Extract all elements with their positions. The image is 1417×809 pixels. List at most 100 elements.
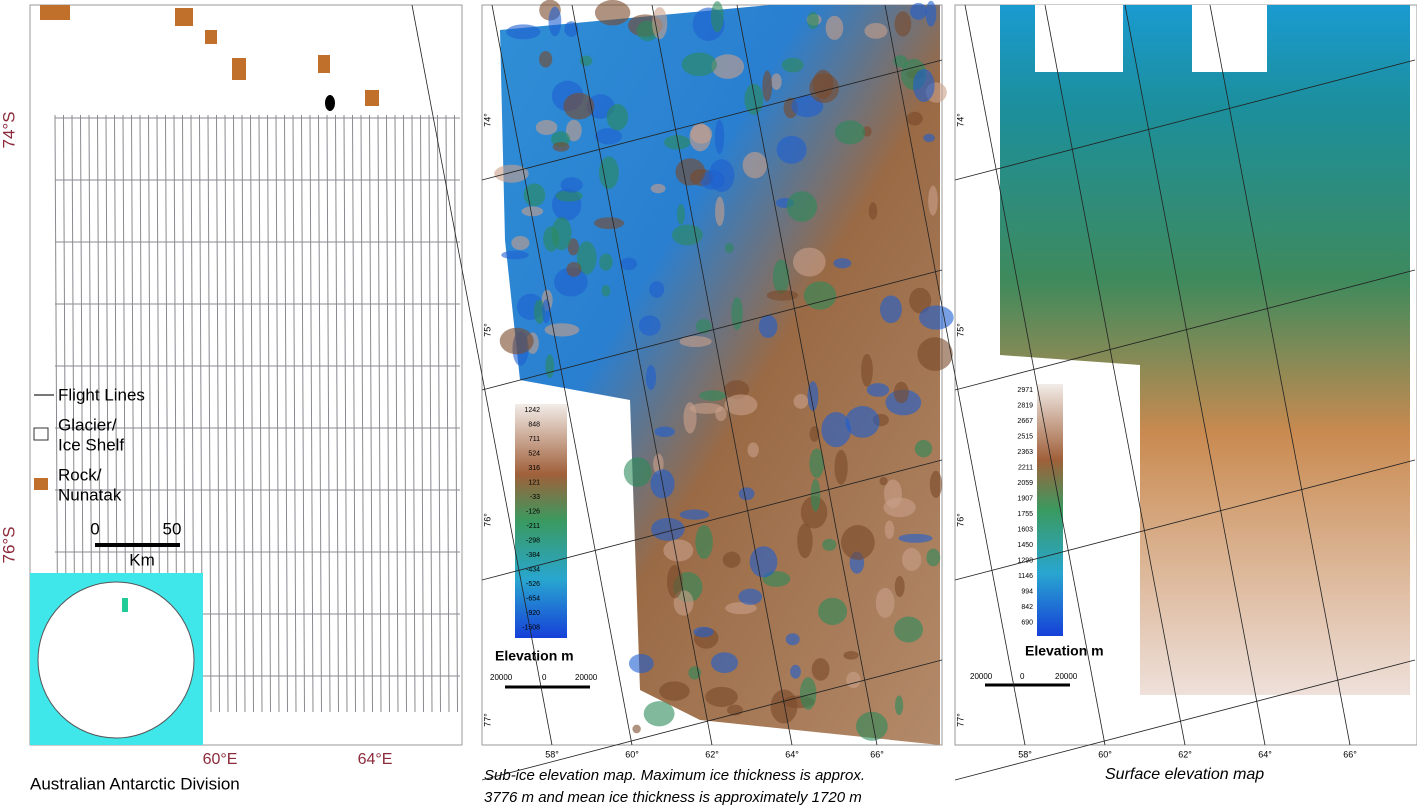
- scale-label: 20000: [970, 672, 993, 681]
- terrain: [545, 323, 580, 336]
- colorbar-label: 690: [1021, 619, 1033, 626]
- colorbar-label: 711: [529, 436, 540, 443]
- lat-label: 74°: [482, 113, 492, 127]
- terrain: [894, 617, 923, 643]
- terrain: [762, 71, 772, 102]
- terrain: [773, 260, 789, 295]
- terrain: [894, 382, 909, 404]
- colorbar-label: 2971: [1017, 387, 1033, 394]
- terrain: [545, 354, 554, 378]
- terrain: [771, 689, 798, 723]
- terrain: [846, 672, 860, 688]
- colorbar-label: -33: [530, 494, 540, 501]
- terrain: [709, 159, 735, 192]
- colorbar-label: 2515: [1017, 433, 1033, 440]
- caption: Sub-ice elevation map. Maximum ice thick…: [484, 767, 865, 784]
- lon-label: 58°: [545, 749, 559, 759]
- terrain: [907, 112, 923, 126]
- colorbar-label: 842: [1021, 604, 1033, 611]
- colorbar-label: 1146: [1018, 573, 1033, 580]
- legend-text: Glacier/: [58, 415, 117, 434]
- lon-label: 60°: [625, 749, 639, 759]
- terrain: [699, 390, 726, 401]
- terrain: [782, 58, 804, 73]
- terrain: [683, 402, 696, 434]
- colorbar-label: 848: [528, 421, 540, 428]
- terrain: [759, 315, 778, 338]
- terrain: [539, 51, 552, 68]
- terrain: [644, 701, 675, 726]
- lat-label: 74°S: [0, 111, 18, 148]
- terrain: [883, 498, 915, 518]
- lon-label: 64°: [1258, 749, 1272, 759]
- terrain: [841, 525, 875, 560]
- terrain: [536, 120, 558, 135]
- terrain: [895, 11, 912, 36]
- terrain: [715, 197, 724, 226]
- terrain: [880, 295, 902, 323]
- lat-label: 76°: [482, 513, 492, 527]
- terrain: [511, 236, 529, 250]
- lat-label: 75°: [955, 323, 965, 337]
- terrain: [743, 152, 767, 179]
- colorbar-label: 316: [528, 465, 540, 472]
- terrain: [923, 134, 934, 142]
- terrain: [620, 258, 637, 270]
- terrain: [739, 487, 755, 500]
- terrain: [723, 552, 741, 568]
- colorbar-label: -434: [526, 566, 540, 573]
- terrain: [928, 186, 938, 216]
- colorbar-label: -211: [527, 523, 541, 530]
- lat-label: 74°: [955, 113, 965, 127]
- terrain: [826, 16, 844, 40]
- terrain: [867, 383, 889, 397]
- terrain: [689, 123, 710, 151]
- colorbar-label: -654: [526, 595, 540, 602]
- caption: 3776 m and mean ice thickness is approxi…: [484, 789, 862, 806]
- colorbar-label: -384: [526, 552, 540, 559]
- terrain: [790, 665, 801, 679]
- terrain: [910, 3, 927, 20]
- terrain: [549, 7, 562, 37]
- terrain: [885, 521, 894, 539]
- terrain: [649, 281, 664, 298]
- scale-label: 50: [163, 519, 182, 538]
- terrain: [711, 652, 738, 673]
- terrain: [672, 224, 703, 245]
- colorbar-label: 994: [1021, 588, 1033, 595]
- terrain: [607, 104, 628, 130]
- caption: Surface elevation map: [1105, 766, 1264, 783]
- terrain: [915, 440, 932, 457]
- terrain: [835, 120, 865, 144]
- colorbar-label: 1242: [524, 407, 540, 414]
- legend-text: Flight Lines: [58, 385, 145, 404]
- scale-label: 20000: [575, 673, 598, 682]
- lat-label: 77°: [955, 713, 965, 727]
- terrain: [624, 457, 652, 487]
- terrain: [632, 725, 640, 734]
- terrain: [926, 549, 940, 567]
- terrain: [843, 651, 858, 660]
- lon-label: 60°: [1098, 749, 1112, 759]
- colorbar-label: -1508: [522, 624, 540, 631]
- scale-label: 0: [542, 673, 547, 682]
- terrain: [566, 262, 581, 277]
- terrain: [629, 654, 654, 673]
- terrain: [793, 248, 826, 277]
- lon-label: 66°: [1343, 749, 1357, 759]
- terrain: [705, 687, 738, 707]
- terrain: [811, 479, 821, 512]
- terrain: [667, 565, 683, 598]
- terrain: [682, 53, 717, 77]
- terrain: [501, 251, 528, 260]
- colorbar-title: Elevation m: [1025, 643, 1104, 659]
- credit: Australian Antarctic Division: [30, 774, 240, 793]
- terrain: [542, 299, 550, 323]
- scale-label: 0: [90, 519, 99, 538]
- terrain: [771, 73, 781, 90]
- colorbar-label: 2211: [1018, 464, 1033, 471]
- terrain: [786, 633, 800, 645]
- terrain: [679, 336, 711, 347]
- terrain: [506, 24, 540, 39]
- colorbar-label: -526: [526, 581, 540, 588]
